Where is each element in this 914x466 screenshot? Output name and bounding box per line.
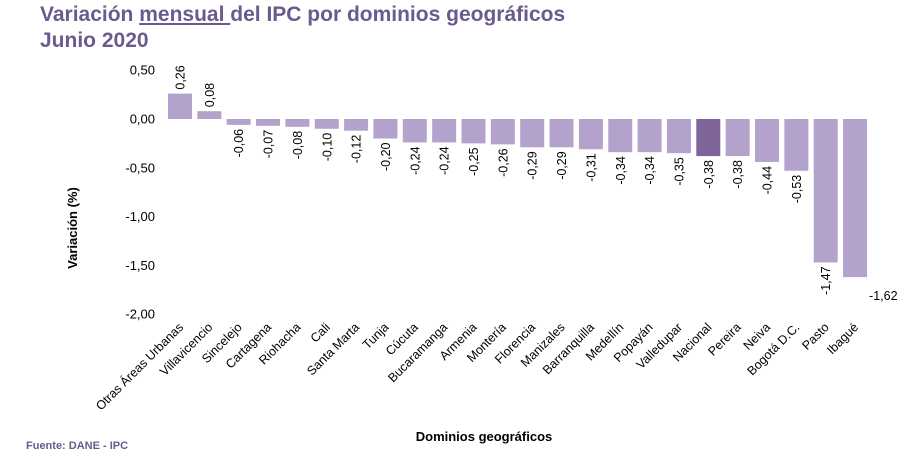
chart-title: Variación mensual del IPC por dominios g…	[40, 2, 565, 54]
bar	[784, 119, 809, 171]
bar	[608, 119, 633, 153]
bar	[637, 119, 662, 153]
bar	[696, 119, 721, 157]
x-tick-label: Cali	[308, 320, 333, 345]
bar	[226, 119, 251, 125]
bar	[432, 119, 457, 143]
bar	[344, 119, 369, 131]
bar	[666, 119, 691, 154]
bar	[578, 119, 603, 150]
x-tick-label: Santa Marta	[304, 320, 362, 378]
title-underlined: mensual	[139, 3, 231, 26]
value-label: -0,31	[584, 153, 598, 182]
value-label: -0,20	[379, 142, 393, 171]
value-label: -0,07	[262, 130, 276, 159]
y-tick-label: -2,00	[125, 307, 155, 322]
value-label: -0,38	[702, 160, 716, 189]
value-label: -0,38	[731, 160, 745, 189]
value-label: -0,25	[467, 147, 481, 176]
value-label: -0,29	[555, 151, 569, 180]
value-label: -0,34	[643, 156, 657, 185]
bar	[549, 119, 574, 148]
bar	[197, 111, 222, 119]
value-label: 0,26	[174, 65, 188, 89]
value-label: -0,10	[320, 133, 334, 162]
chart-subtitle: Junio 2020	[40, 29, 149, 52]
title-suffix: del IPC por dominios geográficos	[230, 3, 566, 26]
y-tick-label: 0,50	[130, 63, 155, 78]
value-label: -0,29	[526, 151, 540, 180]
x-axis-categories: Otras Áreas UrbanasVillavicencioSincelej…	[92, 320, 861, 414]
bars	[168, 93, 868, 278]
bar	[285, 119, 310, 127]
value-label: -0,24	[438, 146, 452, 175]
y-axis-title: Variación (%)	[65, 187, 80, 269]
x-tick-label: Ibagué	[824, 320, 861, 357]
bar	[256, 119, 281, 126]
value-label: -0,44	[761, 166, 775, 195]
value-label: -0,24	[408, 146, 422, 175]
value-label: -0,12	[350, 135, 364, 164]
x-tick-label: Pereira	[705, 320, 743, 358]
x-axis-title: Dominios geográficos	[416, 429, 553, 444]
value-label: -1,47	[819, 266, 833, 295]
value-labels: 0,26 0,08 -0,06 -0,07 -0,08 -0,10 -0,12 -0,20 -0…	[174, 65, 898, 303]
bar	[461, 119, 486, 144]
source-note: Fuente: DANE - IPC	[26, 440, 129, 452]
bar	[314, 119, 339, 129]
bar	[168, 93, 192, 119]
title-prefix: Variación	[40, 3, 140, 26]
value-label: 0,08	[203, 83, 217, 107]
bar	[402, 119, 427, 143]
value-label: -0,35	[672, 157, 686, 186]
y-tick-label: -0,50	[125, 160, 155, 175]
bar	[520, 119, 545, 148]
bar	[843, 119, 868, 278]
bar	[373, 119, 398, 139]
y-tick-label: -1,50	[125, 258, 155, 273]
value-label: -0,34	[614, 156, 628, 185]
value-label: -0,08	[291, 131, 305, 160]
bar	[490, 119, 515, 145]
bar	[755, 119, 779, 162]
value-label: -0,53	[790, 175, 804, 204]
y-tick-label: 0,00	[130, 112, 155, 127]
y-tick-label: -1,00	[125, 209, 155, 224]
bar	[813, 119, 838, 263]
bar	[725, 119, 750, 157]
value-label: -0,06	[232, 129, 246, 158]
value-label: -0,26	[496, 148, 510, 177]
value-label: -1,62	[869, 289, 898, 303]
y-axis: 0,50 0,00 -0,50 -1,00 -1,50 -2,00	[125, 63, 155, 322]
